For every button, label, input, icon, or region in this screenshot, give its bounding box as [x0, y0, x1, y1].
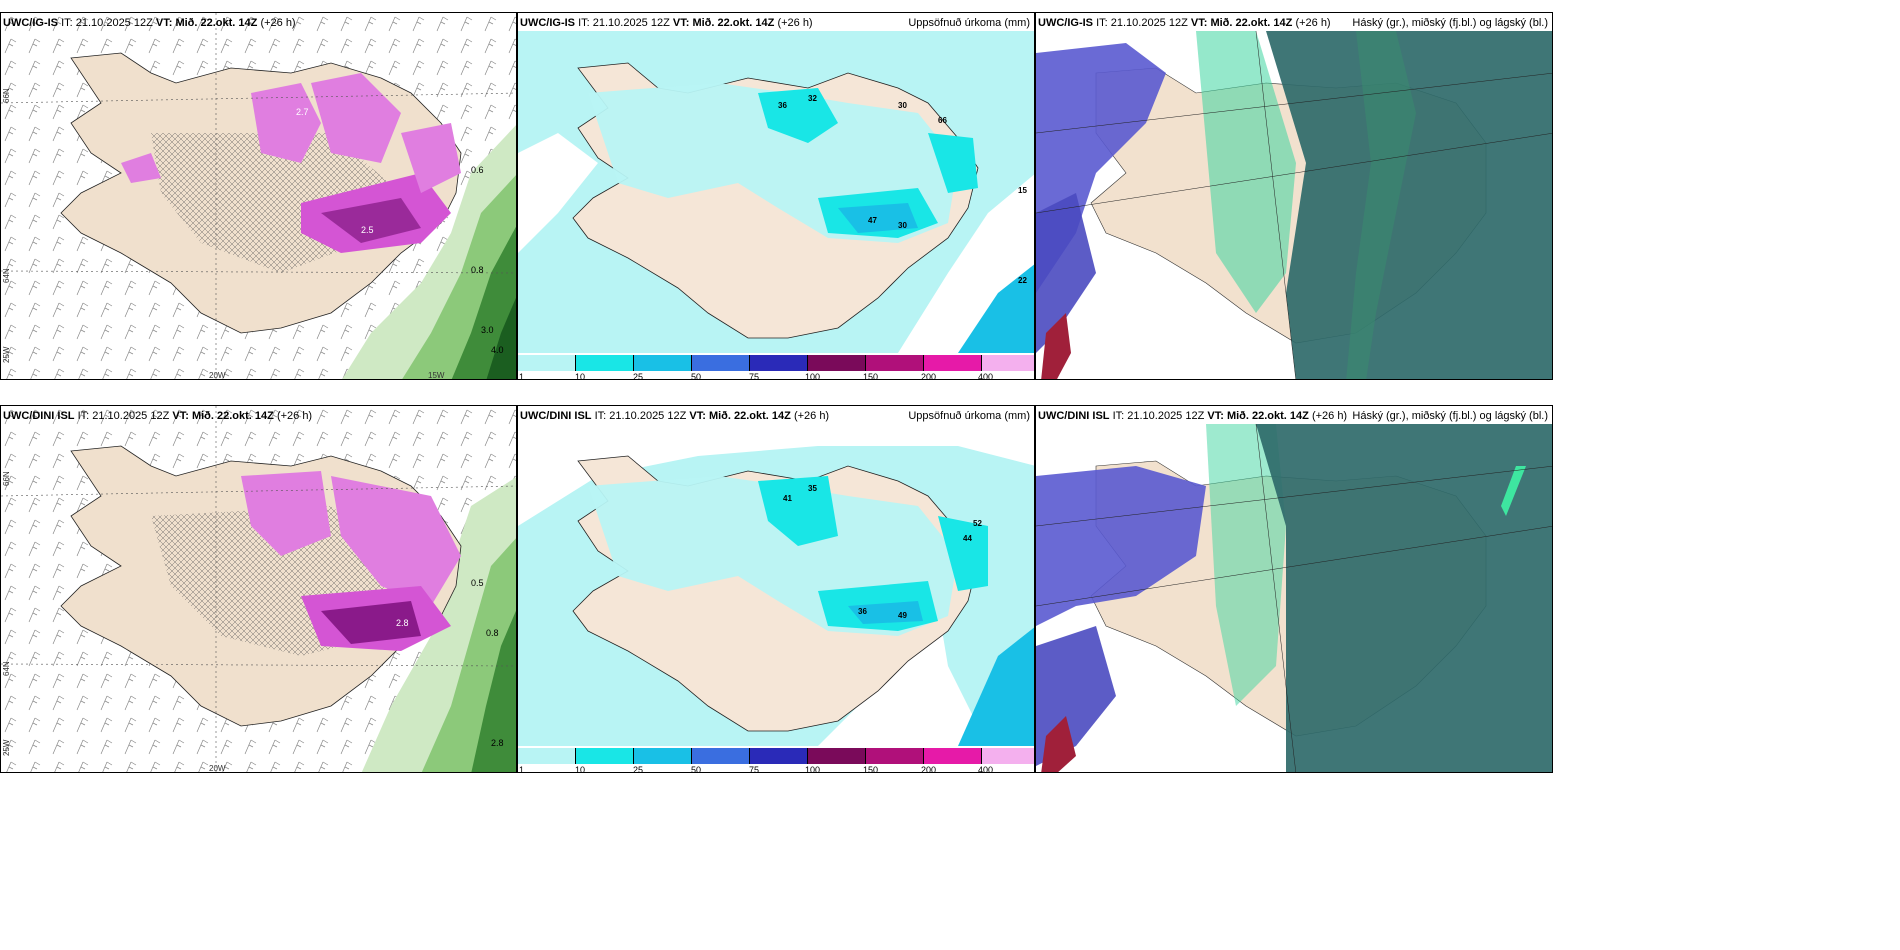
scale-cell — [750, 355, 808, 371]
scale-tick: 75 — [749, 765, 760, 773]
svg-text:52: 52 — [973, 519, 982, 528]
scale-tick: 400 — [978, 372, 994, 380]
scale-cell — [982, 355, 1034, 371]
svg-text:47: 47 — [868, 216, 877, 225]
scale-tick: 400 — [978, 765, 994, 773]
scale-cell — [576, 355, 634, 371]
svg-text:0.5: 0.5 — [471, 578, 484, 588]
scale-tick: 25 — [633, 372, 644, 380]
scale-cell — [692, 355, 750, 371]
scale-cell — [982, 748, 1034, 764]
snow-wind-map: 2.7 2.5 0.6 0.8 3.0 4.0 — [1, 13, 516, 379]
scale-tick: 1 — [519, 765, 525, 773]
scale-cell — [576, 748, 634, 764]
svg-text:36: 36 — [858, 607, 867, 616]
precip-scale-bar: 1 10 25 50 75 100 150 200 400 — [518, 355, 1034, 379]
precip-map: 41 35 44 52 49 36 — [518, 424, 1034, 746]
svg-text:44: 44 — [963, 534, 972, 543]
snow-wind-map: 2.8 0.5 0.8 2.8 — [1, 406, 516, 772]
map-panel-snow-dini: UWC/DINI ISL IT: 21.10.2025 12Z VT: Mið.… — [0, 405, 517, 773]
svg-text:2.8: 2.8 — [491, 738, 504, 748]
svg-text:4.0: 4.0 — [491, 345, 504, 355]
panel-field-title: Uppsöfnuð úrkoma (mm) — [908, 410, 1030, 422]
map-panel-precip-igis: UWC/IG-IS IT: 21.10.2025 12Z VT: Mið. 22… — [517, 12, 1035, 380]
panel-field-title: Háský (gr.), miðský (fj.bl.) og lágský (… — [1352, 410, 1548, 422]
scale-cell — [808, 748, 866, 764]
scale-cell — [634, 748, 692, 764]
scale-cell — [924, 355, 982, 371]
panel-title: UWC/DINI ISL IT: 21.10.2025 12Z VT: Mið.… — [520, 410, 830, 422]
scale-tick: 100 — [805, 372, 821, 380]
precip-map: 36 32 30 66 30 47 15 22 — [518, 31, 1034, 353]
scale-cell — [750, 748, 808, 764]
scale-tick: 1 — [519, 372, 525, 380]
lon-label-25w: 25W — [2, 739, 11, 756]
scale-cell — [808, 355, 866, 371]
svg-text:2.8: 2.8 — [396, 618, 409, 628]
map-panel-snow-igis: UWC/IG-IS IT: 21.10.2025 12Z VT: Mið. 22… — [0, 12, 517, 380]
svg-text:32: 32 — [808, 94, 817, 103]
scale-tick: 25 — [633, 765, 644, 773]
lon-label-20w: 20W — [209, 371, 226, 380]
scale-tick: 200 — [921, 372, 937, 380]
panel-title: UWC/DINI ISL IT: 21.10.2025 12Z VT: Mið.… — [3, 410, 313, 422]
cloud-map — [1036, 30, 1552, 379]
scale-tick: 50 — [691, 372, 702, 380]
scale-tick: 200 — [921, 765, 937, 773]
panel-title: UWC/IG-IS IT: 21.10.2025 12Z VT: Mið. 22… — [1038, 17, 1331, 29]
svg-text:66: 66 — [938, 116, 947, 125]
cloud-map — [1036, 423, 1552, 772]
scale-tick: 75 — [749, 372, 760, 380]
scale-cell — [518, 748, 576, 764]
scale-tick: 50 — [691, 765, 702, 773]
scale-cell — [866, 355, 924, 371]
scale-tick: 150 — [863, 765, 879, 773]
svg-text:30: 30 — [898, 221, 907, 230]
scale-cell — [924, 748, 982, 764]
svg-text:2.7: 2.7 — [296, 107, 309, 117]
lat-label-64n: 64N — [2, 268, 11, 283]
svg-text:2.5: 2.5 — [361, 225, 374, 235]
svg-text:30: 30 — [898, 101, 907, 110]
precip-scale-bar: 1 10 25 50 75 100 150 200 400 — [518, 748, 1034, 772]
svg-text:49: 49 — [898, 611, 907, 620]
lon-label-15w: 15W — [428, 371, 445, 380]
scale-tick: 10 — [575, 372, 586, 380]
lat-label-66n: 66N — [2, 88, 11, 103]
scale-cell — [692, 748, 750, 764]
lat-label-64n: 64N — [2, 661, 11, 676]
panel-title: UWC/IG-IS IT: 21.10.2025 12Z VT: Mið. 22… — [520, 17, 813, 29]
lat-label-66n: 66N — [2, 471, 11, 486]
svg-text:22: 22 — [1018, 276, 1027, 285]
map-panel-clouds-dini: UWC/DINI ISL IT: 21.10.2025 12Z VT: Mið.… — [1035, 405, 1553, 773]
panel-field-title: Háský (gr.), miðský (fj.bl.) og lágský (… — [1352, 17, 1548, 29]
svg-text:0.6: 0.6 — [471, 165, 484, 175]
lon-label-20w: 20W — [209, 764, 226, 773]
svg-text:0.8: 0.8 — [486, 628, 499, 638]
panel-title: UWC/DINI ISL IT: 21.10.2025 12Z VT: Mið.… — [1038, 410, 1348, 422]
svg-text:36: 36 — [778, 101, 787, 110]
svg-text:0.8: 0.8 — [471, 265, 484, 275]
svg-text:35: 35 — [808, 484, 817, 493]
scale-tick: 150 — [863, 372, 879, 380]
map-panel-clouds-igis: UWC/IG-IS IT: 21.10.2025 12Z VT: Mið. 22… — [1035, 12, 1553, 380]
panel-field-title: Uppsöfnuð úrkoma (mm) — [908, 17, 1030, 29]
map-panel-precip-dini: UWC/DINI ISL IT: 21.10.2025 12Z VT: Mið.… — [517, 405, 1035, 773]
scale-cell — [866, 748, 924, 764]
svg-text:41: 41 — [783, 494, 792, 503]
scale-tick: 100 — [805, 765, 821, 773]
scale-cell — [518, 355, 576, 371]
panel-title: UWC/IG-IS IT: 21.10.2025 12Z VT: Mið. 22… — [3, 17, 296, 29]
lon-label-25w: 25W — [2, 346, 11, 363]
scale-tick: 10 — [575, 765, 586, 773]
svg-text:15: 15 — [1018, 186, 1027, 195]
svg-text:3.0: 3.0 — [481, 325, 494, 335]
scale-cell — [634, 355, 692, 371]
